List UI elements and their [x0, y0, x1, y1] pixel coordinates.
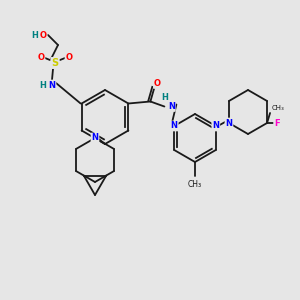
Text: O: O	[154, 79, 161, 88]
Text: O: O	[38, 52, 44, 62]
Text: N: N	[92, 134, 98, 142]
Text: H: H	[40, 80, 46, 89]
Text: N: N	[168, 102, 175, 111]
Text: H: H	[161, 93, 168, 102]
Text: CH₃: CH₃	[272, 105, 285, 111]
Text: O: O	[40, 31, 46, 40]
Text: N: N	[212, 122, 219, 130]
Text: N: N	[49, 80, 56, 89]
Text: O: O	[65, 52, 73, 62]
Text: F: F	[274, 118, 280, 127]
Text: N: N	[225, 118, 233, 127]
Text: S: S	[51, 58, 58, 68]
Text: CH₃: CH₃	[188, 180, 202, 189]
Text: H: H	[32, 31, 38, 40]
Text: N: N	[171, 122, 178, 130]
